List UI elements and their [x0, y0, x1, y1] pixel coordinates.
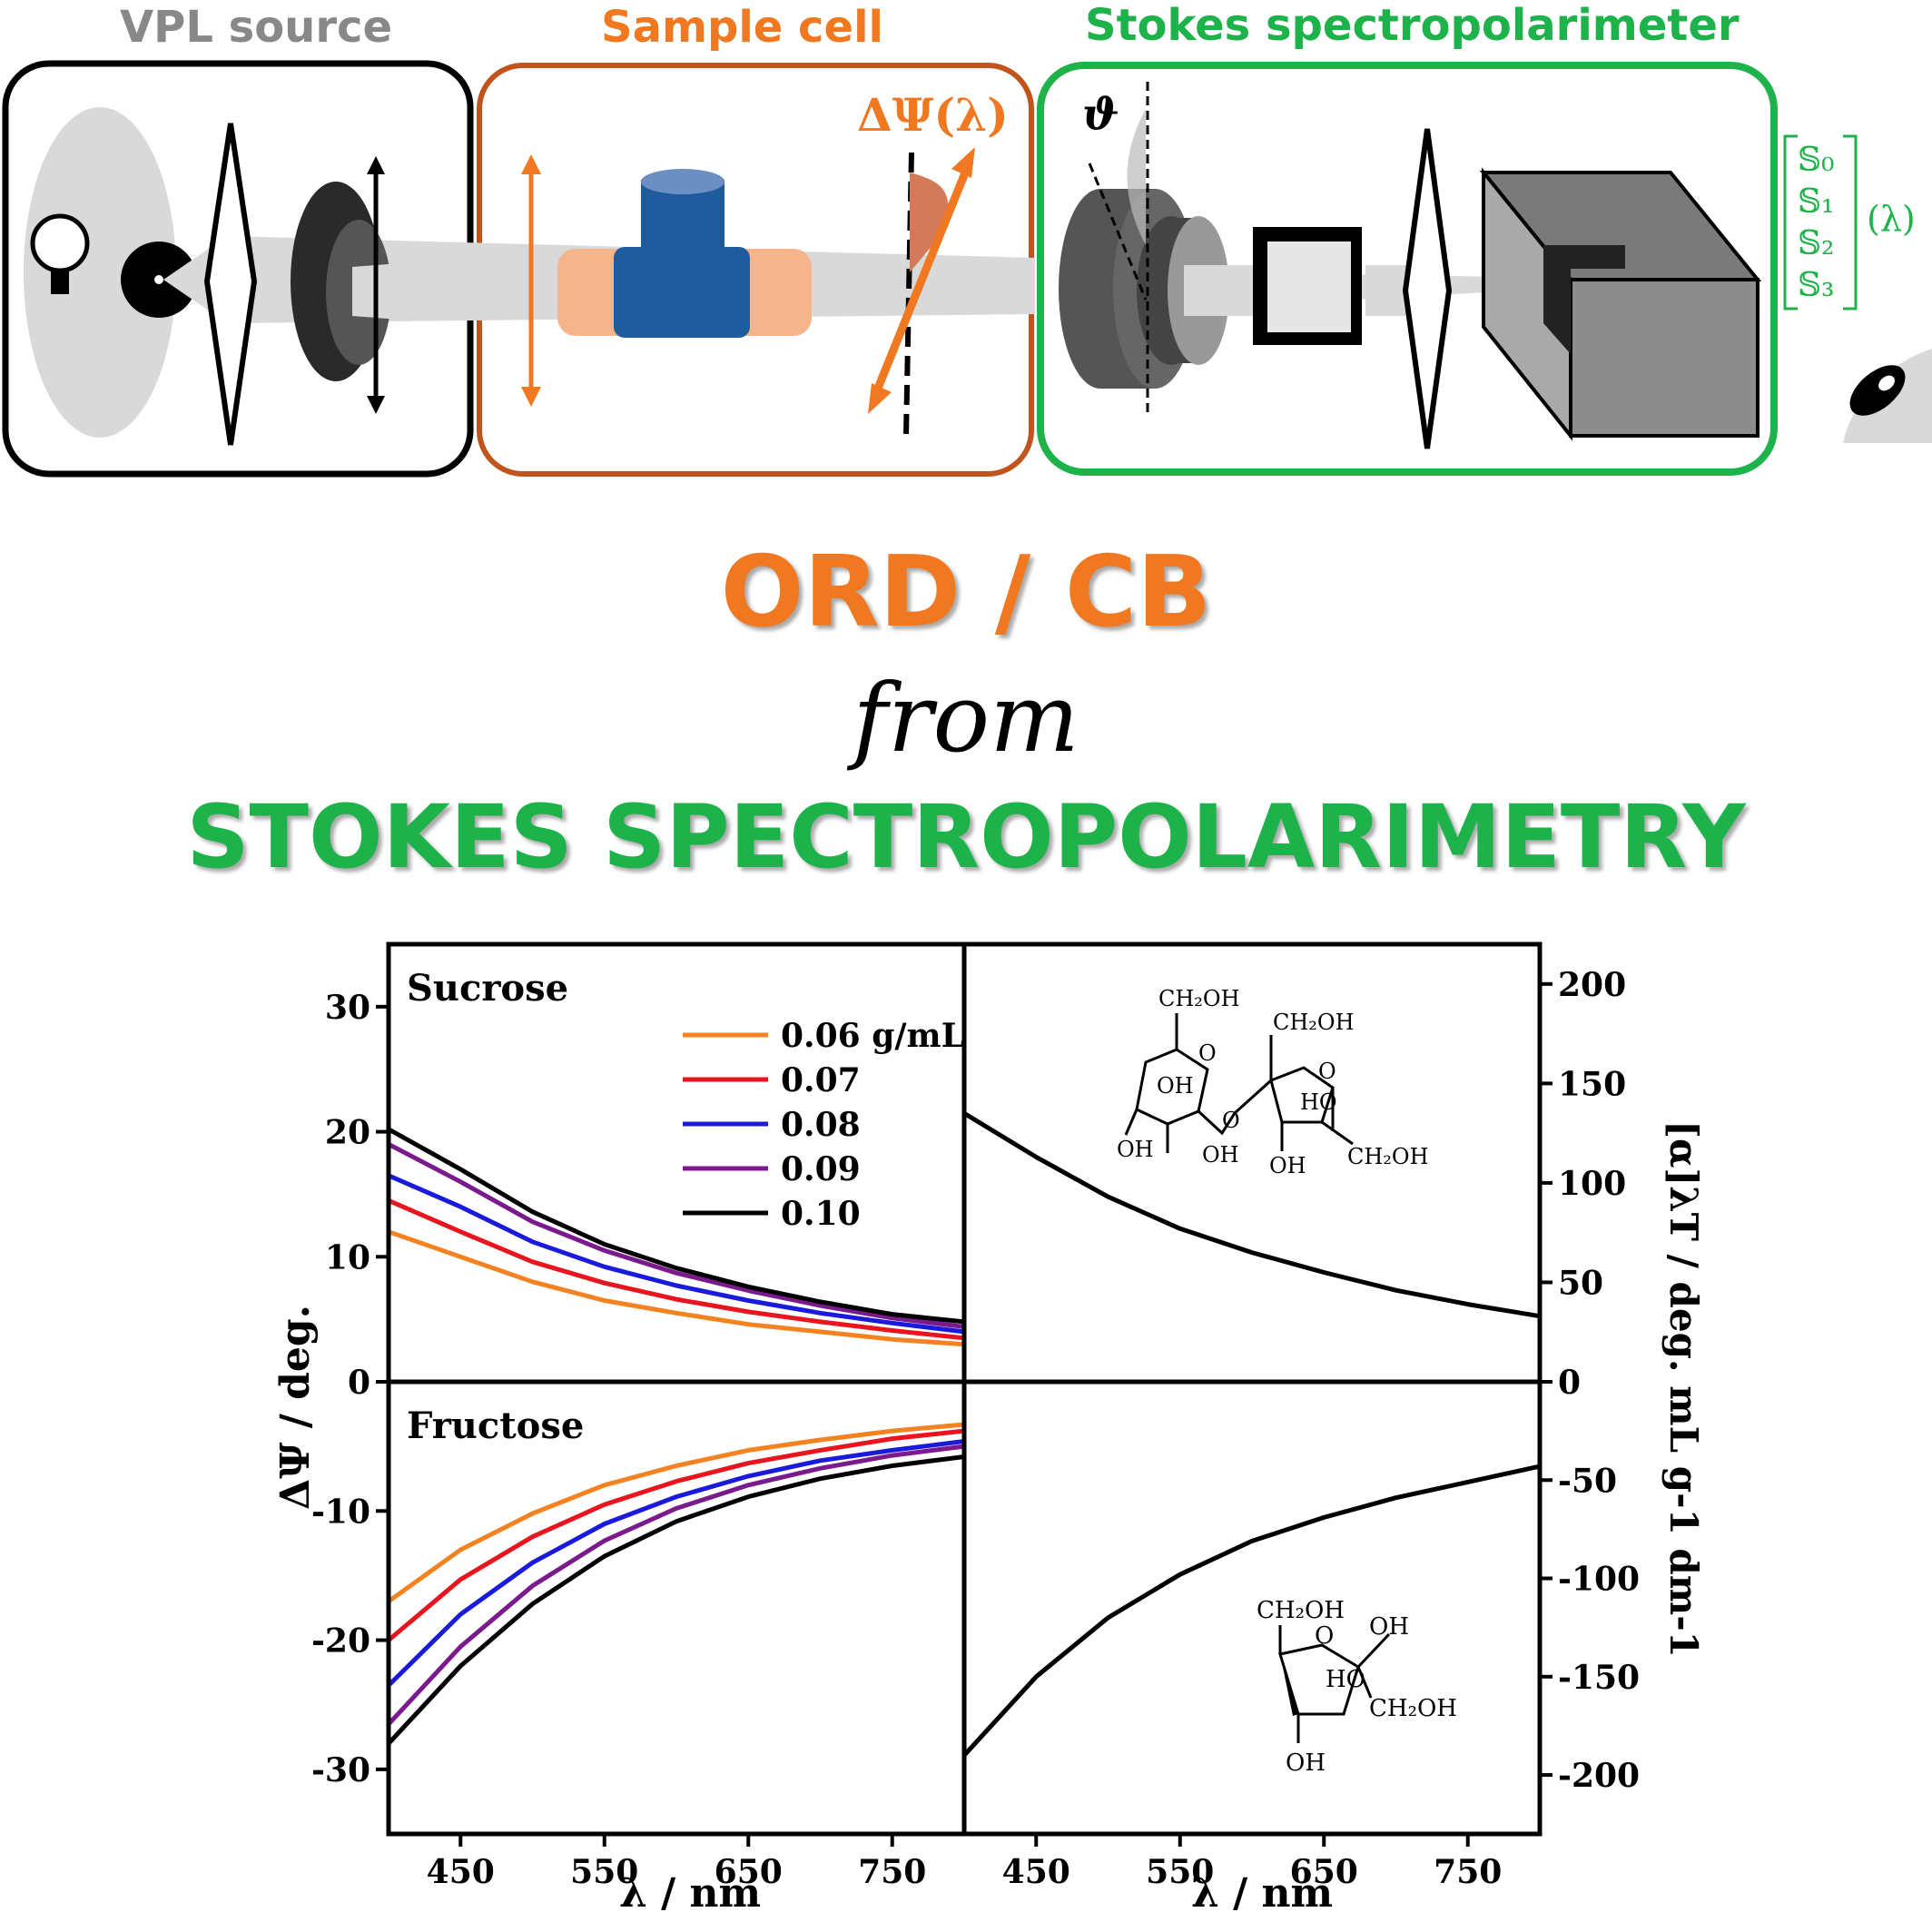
series-line-top-left-0	[388, 1229, 965, 1347]
series-line-top-left-2	[388, 1173, 965, 1335]
stokes-s0: 𝕊₀	[1798, 142, 1834, 179]
y-tick-label-bottom-left-1: -20	[311, 1622, 370, 1661]
cuvette-cap-right	[730, 249, 812, 336]
svg-text:O: O	[1318, 1059, 1336, 1084]
legend-label-3: 0.09	[781, 1150, 861, 1188]
sucrose-label: Sucrose	[407, 967, 568, 1010]
svg-text:CH₂OH: CH₂OH	[1158, 986, 1240, 1011]
collimating-lens	[203, 123, 258, 446]
y-tick-label-bottom-right-1: -100	[1558, 1561, 1640, 1599]
x-axis-label-right: λ / nm	[1191, 1870, 1333, 1917]
series-line-top-left-3	[387, 1142, 965, 1329]
svg-text:HO: HO	[1300, 1089, 1337, 1115]
sample-cell-label: Sample cell	[601, 2, 883, 53]
x-tick-label-bottom-right-1: 550	[1146, 1853, 1214, 1891]
polarimeter-label: Stokes spectropolarimeter	[1085, 0, 1740, 51]
svg-text:CH₂OH: CH₂OH	[1257, 1597, 1345, 1624]
series-line-top-right-0	[962, 1111, 1541, 1319]
x-tick-label-bottom-right-2: 650	[1290, 1853, 1358, 1891]
y-tick-label-bottom-left-0: -10	[311, 1493, 370, 1531]
y-tick-label-top-left-1: 10	[325, 1238, 370, 1276]
y-tick-label-top-left-0: 0	[348, 1364, 370, 1402]
y-tick-label-top-left-3: 30	[325, 989, 370, 1027]
stokes-suffix: (λ)	[1867, 199, 1916, 239]
headline-ord-cb: ORD / CB	[720, 536, 1212, 649]
x-tick-label-bottom-right-0: 450	[1002, 1853, 1070, 1891]
setup-schematic: ΔΨ(λ) ϑ 𝕊₀ 𝕊₁ 𝕊₂ 𝕊₃ (λ)	[2, 60, 1932, 478]
y-tick-label-top-right-4: 200	[1558, 966, 1626, 1004]
series-line-bottom-right-0	[962, 1464, 1541, 1758]
focusing-lens	[1402, 128, 1453, 449]
svg-text:OH: OH	[1269, 1153, 1306, 1178]
legend-label-2: 0.08	[781, 1106, 861, 1144]
y-tick-label-bottom-left-2: -30	[311, 1751, 370, 1789]
y-tick-label-top-right-0: 0	[1558, 1364, 1581, 1402]
stokes-s3: 𝕊₃	[1798, 267, 1834, 304]
ord-charts: 0 10 20 30 -10 -20 -30 450 550 650 750 0 50 100 150 200…	[272, 941, 1706, 1917]
lamp-base	[51, 269, 69, 294]
y-tick-label-bottom-right-2: -150	[1558, 1659, 1640, 1697]
vpl-source-label: VPL source	[120, 2, 393, 53]
stokes-s1: 𝕊₁	[1798, 183, 1834, 221]
sample-cuvette	[614, 247, 750, 338]
series-line-bottom-left-3	[387, 1444, 965, 1726]
rotation-label: ΔΨ(λ)	[857, 88, 1009, 142]
y-tick-label-top-left-2: 20	[325, 1114, 370, 1152]
series-line-bottom-left-2	[387, 1439, 965, 1688]
series-line-bottom-left-0	[387, 1422, 965, 1603]
legend-label-0: 0.06 g/mL	[781, 1017, 964, 1055]
y-tick-label-bottom-right-0: -50	[1558, 1462, 1617, 1500]
fructose-structure: CH₂OH OH HO CH₂OH OH O	[1257, 1597, 1457, 1777]
x-tick-label-bottom-left-0: 450	[427, 1853, 495, 1891]
svg-text:CH₂OH: CH₂OH	[1369, 1695, 1457, 1722]
series-line-bottom-left-4	[387, 1454, 965, 1746]
y-tick-label-top-right-1: 50	[1558, 1264, 1603, 1302]
stokes-bracket	[1783, 134, 1858, 310]
lamp-glow	[24, 107, 176, 438]
analyzer-angle-label: ϑ	[1082, 89, 1119, 140]
fructose-label: Fructose	[407, 1405, 584, 1447]
y-tick-label-bottom-right-3: -200	[1558, 1757, 1640, 1795]
rotation-angle-wedge	[910, 172, 949, 272]
headline-from: from	[853, 663, 1079, 774]
series-line-top-left-1	[388, 1198, 965, 1341]
svg-text:HO: HO	[1326, 1666, 1365, 1693]
output-polarization-arrow	[869, 160, 974, 401]
retarder-angle-wedge	[1127, 109, 1146, 245]
svg-text:OH: OH	[1202, 1142, 1239, 1168]
x-tick-label-bottom-left-2: 650	[715, 1853, 783, 1891]
svg-text:OH: OH	[1369, 1613, 1409, 1641]
x-tick-label-bottom-right-3: 750	[1434, 1853, 1502, 1891]
sucrose-structure: CH₂OH CH₂OH OH HO OH CH₂OH OH OH O O O	[1117, 986, 1429, 1178]
legend-label-4: 0.10	[781, 1195, 861, 1233]
y-axis-label-left: ΔΨ / deg.	[272, 1305, 319, 1510]
x-axis-label-left: λ / nm	[619, 1870, 761, 1917]
svg-text:O: O	[1222, 1108, 1240, 1133]
svg-text:O: O	[1198, 1040, 1217, 1066]
svg-text:CH₂OH: CH₂OH	[1347, 1144, 1429, 1169]
series-line-bottom-left-1	[387, 1428, 965, 1642]
svg-text:OH: OH	[1157, 1073, 1194, 1099]
y-tick-label-top-right-2: 100	[1558, 1165, 1626, 1203]
legend: 0.06 g/mL 0.07 0.08 0.09 0.10	[683, 1017, 964, 1233]
y-tick-label-top-right-3: 150	[1558, 1065, 1626, 1103]
x-tick-label-bottom-left-1: 550	[570, 1853, 638, 1891]
lamp-bulb-icon	[30, 213, 90, 273]
series-line-top-left-4	[387, 1127, 965, 1325]
legend-label-1: 0.07	[781, 1061, 861, 1099]
svg-text:O: O	[1315, 1622, 1334, 1650]
svg-text:OH: OH	[1117, 1137, 1154, 1162]
svg-text:OH: OH	[1286, 1750, 1326, 1777]
headline-stokes: STOKES SPECTROPOLARIMETRY	[186, 786, 1746, 888]
svg-text:CH₂OH: CH₂OH	[1273, 1010, 1355, 1035]
y-axis-label-right: [α]λT / deg. mL g-1 dm-1	[1661, 1120, 1706, 1658]
x-tick-label-bottom-left-3: 750	[858, 1853, 926, 1891]
polarimeter-box	[1037, 62, 1778, 476]
stokes-s2: 𝕊₂	[1798, 225, 1834, 262]
